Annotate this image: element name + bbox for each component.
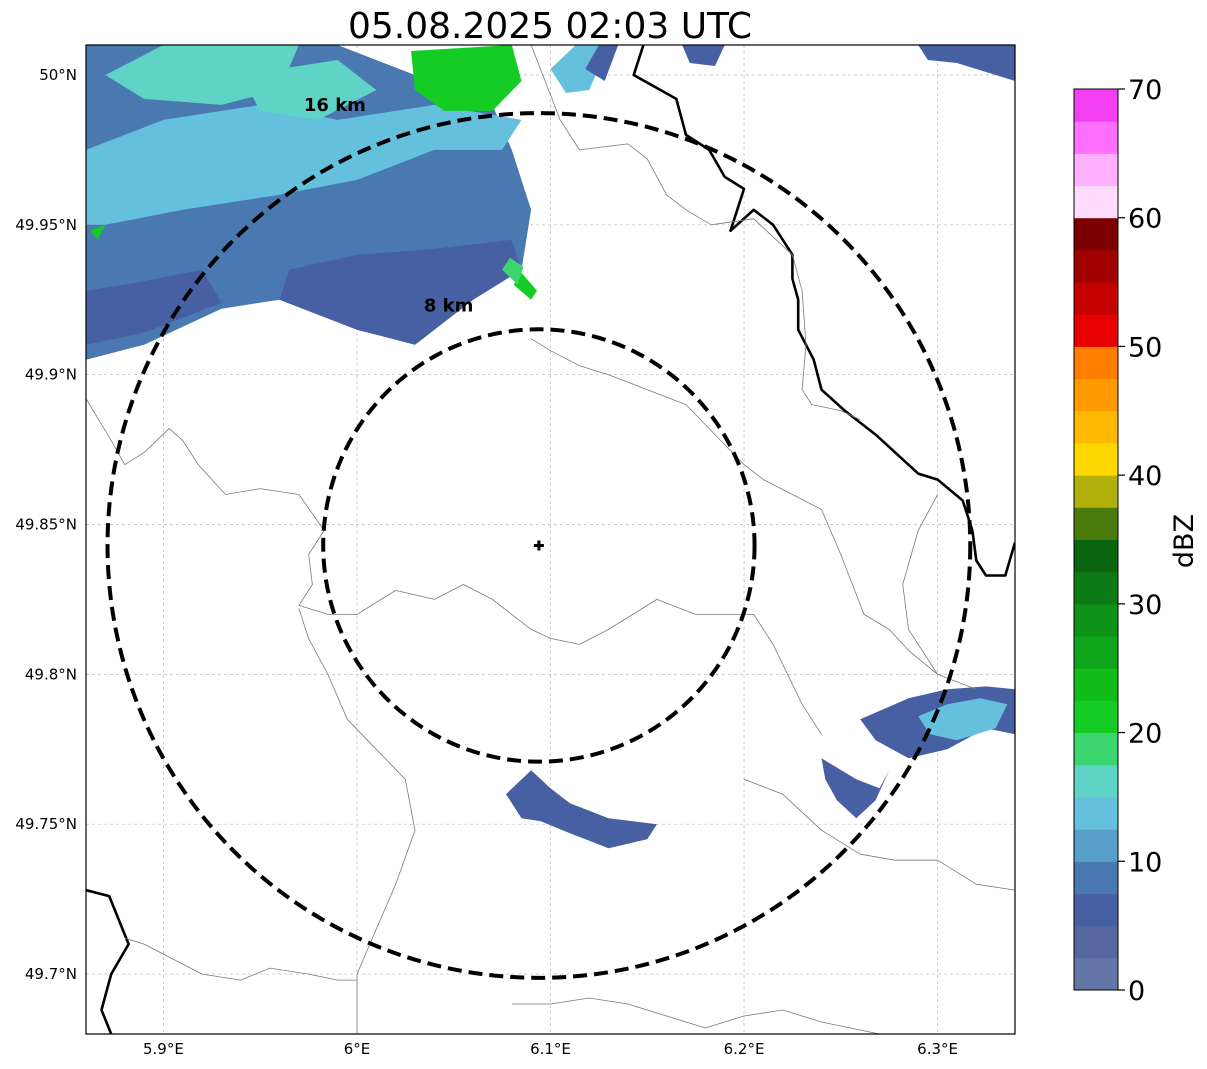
national-border-1 [86,888,130,1034]
echo-cell-7 [89,224,106,240]
colorbar-segment-1 [1074,925,1118,959]
lon-tick-label-1: 6°E [344,1040,371,1058]
echo-cell-1 [279,239,522,345]
colorbar-segment-3 [1074,861,1118,894]
colorbar-segment-7 [1074,732,1118,766]
colorbar-segment-0 [1074,957,1118,991]
lat-tick-label-1: 49.95°N [15,216,77,234]
colorbar-segment-9 [1074,668,1118,701]
colorbar-tick-label-6: 60 [1128,204,1162,235]
colorbar-segment-2 [1074,893,1118,927]
echo-cell-12 [682,45,725,66]
colorbar-tick-label-7: 70 [1128,75,1162,106]
echo-cell-11 [585,45,619,81]
colorbar-segment-6 [1074,764,1118,798]
colorbar-tick-label-0: 0 [1128,976,1145,1007]
colorbar-segment-4 [1074,829,1118,862]
colorbar-segment-10 [1074,636,1118,669]
lat-tick-label-2: 49.9°N [25,366,77,384]
lon-tick-label-2: 6.1°E [530,1040,571,1058]
lat-tick-label-5: 49.75°N [15,815,77,833]
colorbar-segment-17 [1074,410,1118,444]
colorbar-segment-16 [1074,442,1118,476]
colorbar-frame [1073,88,1119,991]
admin-boundary-0 [86,398,822,735]
colorbar-segment-12 [1074,571,1118,605]
echo-cell-6 [411,45,522,111]
admin-boundary-4 [124,937,357,981]
colorbar-segment-23 [1074,217,1118,251]
colorbar-segment-19 [1074,346,1118,380]
axis-labels: 5.9°E 6°E 6.1°E 6.2°E 6.3°E 50°N 49.95°N 49.9°N… [15,66,958,1058]
map-frame [85,44,1016,1035]
echo-cell-13 [918,45,1015,81]
admin-boundary-6 [511,997,880,1034]
range-ring-label-8km: 8 km [424,295,474,316]
echo-cell-5 [240,60,377,120]
admin-boundary-7 [902,494,938,675]
admin-boundary-1 [530,45,861,420]
colorbar-segment-8 [1074,700,1118,734]
range-rings: 8 km 16 km [105,95,973,980]
lat-tick-label-6: 49.7°N [25,965,77,983]
colorbar-tick-label-1: 10 [1128,847,1162,878]
colorbar-segment-22 [1074,249,1118,283]
colorbar-tick-label-4: 40 [1128,461,1162,492]
echo-cell-8 [513,272,537,300]
colorbar-segment-25 [1074,153,1118,187]
colorbar-tick-label-5: 50 [1128,332,1162,363]
gridlines [86,45,1015,1034]
lat-tick-label-3: 49.85°N [15,516,77,534]
colorbar-segment-20 [1074,314,1118,347]
echo-cell-9 [502,257,524,285]
range-ring-8km [321,327,757,764]
admin-boundary-5 [743,778,1015,891]
colorbar-segment-24 [1074,185,1118,219]
lon-tick-label-4: 6.3°E [917,1040,958,1058]
lon-tick-label-3: 6.2°E [724,1040,765,1058]
colorbar: 0 10 20 30 40 50 60 70 [1073,75,1162,1007]
colorbar-tick-label-3: 30 [1128,590,1162,621]
colorbar-segment-5 [1074,796,1118,830]
colorbar-segment-26 [1074,121,1118,154]
colorbar-segment-13 [1074,539,1118,573]
lat-tick-label-4: 49.8°N [25,665,77,683]
colorbar-segment-27 [1074,89,1118,122]
map-title: 05.08.2025 02:03 UTC [348,6,752,47]
lon-tick-label-0: 5.9°E [143,1040,184,1058]
range-ring-16km [105,111,973,980]
colorbar-segment-18 [1074,378,1118,412]
echo-cell-3 [86,104,522,225]
echo-cell-15 [821,758,890,819]
colorbar-segment-11 [1074,603,1118,637]
colorbar-label: dBZ [1169,514,1200,568]
colorbar-segment-21 [1074,282,1118,315]
radar-location-marker [533,540,544,551]
echo-cell-2 [86,269,222,345]
colorbar-segment-15 [1074,475,1118,508]
range-ring-label-16km: 16 km [304,95,366,116]
echo-cell-17 [918,698,1008,741]
lat-tick-label-0: 50°N [39,66,77,84]
admin-boundary-2 [530,338,977,690]
colorbar-segment-14 [1074,507,1118,540]
echo-cell-14 [506,770,657,849]
colorbar-tick-label-2: 20 [1128,719,1162,750]
